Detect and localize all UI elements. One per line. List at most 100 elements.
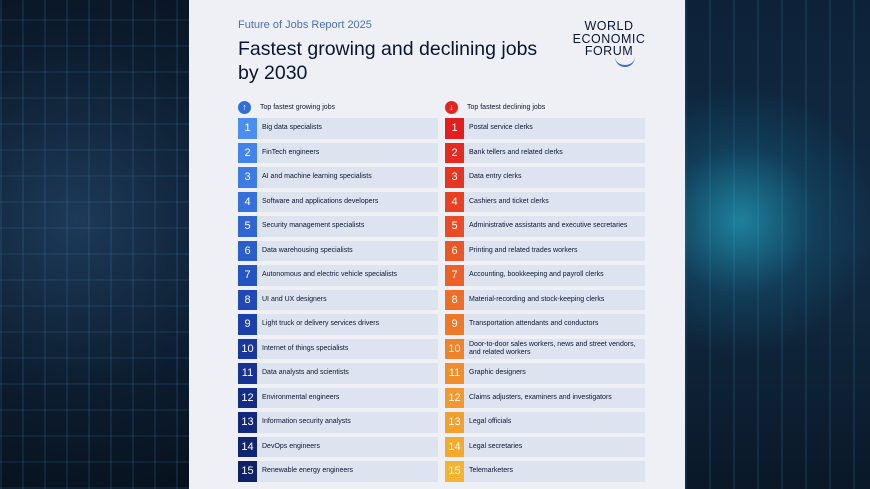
growing-job-label: UI and UX designers [262,295,327,303]
declining-job-label: Legal secretaries [469,442,523,450]
declining-job-label: Printing and related trades workers [469,246,578,254]
declining-job-row: 14 Legal secretaries [445,436,645,457]
growing-job-row: 5 Security management specialists [238,216,438,237]
growing-job-label: AI and machine learning specialists [262,173,372,181]
declining-job-row: 15 Telemarketers [445,461,645,482]
growing-job-rank: 1 [238,118,257,139]
declining-jobs-list: 1 Postal service clerks 2 Bank tellers and … [445,118,645,482]
growing-job-row: 13 Information security analysts [238,412,438,433]
growing-job-rank: 11 [238,363,257,384]
arrow-down-icon: ↓ [445,100,458,114]
declining-job-row: 11 Graphic designers [445,363,645,384]
growing-job-label: Big data specialists [262,124,322,132]
declining-job-label: Door-to-door sales workers, news and str… [469,340,636,356]
arrow-up-icon: ↑ [238,100,251,114]
declining-job-row: 1 Postal service clerks [445,118,645,139]
report-title: Future of Jobs Report 2025 [238,19,372,31]
declining-job-rank: 1 [445,118,464,139]
declining-job-row: 3 Data entry clerks [445,167,645,188]
growing-job-label: Autonomous and electric vehicle speciali… [262,271,398,279]
declining-job-rank: 7 [445,265,464,286]
declining-job-rank: 11 [445,363,464,384]
declining-job-label: Graphic designers [469,369,526,377]
declining-job-label: Postal service clerks [469,124,533,132]
declining-job-rank: 5 [445,216,464,237]
growing-job-row: 12 Environmental engineers [238,387,438,408]
declining-job-row: 13 Legal officials [445,412,645,433]
background-left [0,0,189,489]
declining-jobs-column: ↓ Top fastest declining jobs 1 Postal ser… [445,98,645,486]
logo-line-1: WORLD [584,19,634,33]
growing-job-label: DevOps engineers [262,442,320,450]
declining-job-row: 9 Transportation attendants and conductor… [445,314,645,335]
growing-job-row: 7 Autonomous and electric vehicle special… [238,265,438,286]
growing-jobs-list: 1 Big data specialists 2 FinTech engineers 3… [238,118,438,482]
declining-job-label: Material-recording and stock-keeping cle… [469,295,605,303]
growing-job-row: 8 UI and UX designers [238,289,438,310]
declining-job-rank: 14 [445,436,464,457]
growing-job-rank: 6 [238,240,257,261]
declining-job-row: 2 Bank tellers and related clerks [445,142,645,163]
declining-jobs-title: Top fastest declining jobs [467,103,546,111]
growing-job-label: Renewable energy engineers [262,467,354,475]
growing-job-label: Internet of things specialists [262,344,349,352]
growing-job-row: 9 Light truck or delivery services driver… [238,314,438,335]
declining-job-rank: 13 [445,412,464,433]
growing-jobs-title: Top fastest growing jobs [260,103,336,111]
declining-job-label: Legal officials [469,418,512,426]
declining-job-row: 10 Door-to-door sales workers, news and s… [445,338,645,359]
declining-job-label: Telemarketers [469,467,513,475]
headline: Fastest growing and declining jobs by 20… [238,38,538,84]
declining-job-rank: 3 [445,167,464,188]
declining-job-rank: 2 [445,142,464,163]
growing-job-label: Security management specialists [262,222,365,230]
declining-job-label: Bank tellers and related clerks [469,148,563,156]
growing-job-rank: 12 [238,387,257,408]
declining-job-row: 5 Administrative assistants and executive… [445,216,645,237]
declining-job-rank: 10 [445,338,464,359]
declining-job-rank: 9 [445,314,464,335]
wef-logo: WORLD ECONOMIC FORUM [564,20,654,58]
background-right [685,0,870,489]
growing-job-label: Data analysts and scientists [262,369,349,377]
growing-job-row: 6 Data warehousing specialists [238,240,438,261]
growing-job-rank: 4 [238,191,257,212]
growing-job-label: Information security analysts [262,418,351,426]
declining-job-rank: 12 [445,387,464,408]
growing-job-label: Light truck or delivery services drivers [262,320,380,328]
growing-job-rank: 14 [238,436,257,457]
growing-job-label: FinTech engineers [262,148,320,156]
growing-job-row: 1 Big data specialists [238,118,438,139]
declining-job-label: Administrative assistants and executive … [469,222,628,230]
growing-job-row: 10 Internet of things specialists [238,338,438,359]
growing-jobs-header: ↑ Top fastest growing jobs [238,98,438,116]
declining-job-row: 12 Claims adjusters, examiners and invest… [445,387,645,408]
growing-job-rank: 2 [238,142,257,163]
growing-job-rank: 13 [238,412,257,433]
growing-job-row: 3 AI and machine learning specialists [238,167,438,188]
declining-job-row: 7 Accounting, bookkeeping and payroll cle… [445,265,645,286]
declining-job-label: Cashiers and ticket clerks [469,197,549,205]
growing-job-row: 11 Data analysts and scientists [238,363,438,384]
growing-job-label: Software and applications developers [262,197,379,205]
infographic-card: Future of Jobs Report 2025 Fastest growi… [189,0,685,489]
declining-job-row: 4 Cashiers and ticket clerks [445,191,645,212]
growing-job-rank: 10 [238,338,257,359]
growing-job-rank: 8 [238,289,257,310]
declining-job-label: Data entry clerks [469,173,522,181]
declining-job-rank: 6 [445,240,464,261]
growing-job-row: 14 DevOps engineers [238,436,438,457]
declining-jobs-header: ↓ Top fastest declining jobs [445,98,645,116]
declining-job-label: Transportation attendants and conductors [469,320,599,328]
growing-job-rank: 15 [238,461,257,482]
growing-job-row: 15 Renewable energy engineers [238,461,438,482]
growing-job-row: 4 Software and applications developers [238,191,438,212]
logo-line-3: FORUM [584,44,634,58]
logo-arc-icon [615,56,635,67]
declining-job-rank: 15 [445,461,464,482]
declining-job-rank: 4 [445,191,464,212]
declining-job-label: Accounting, bookkeeping and payroll cler… [469,271,604,279]
growing-job-label: Environmental engineers [262,393,340,401]
declining-job-label: Claims adjusters, examiners and investig… [469,393,612,401]
declining-job-row: 8 Material-recording and stock-keeping cl… [445,289,645,310]
